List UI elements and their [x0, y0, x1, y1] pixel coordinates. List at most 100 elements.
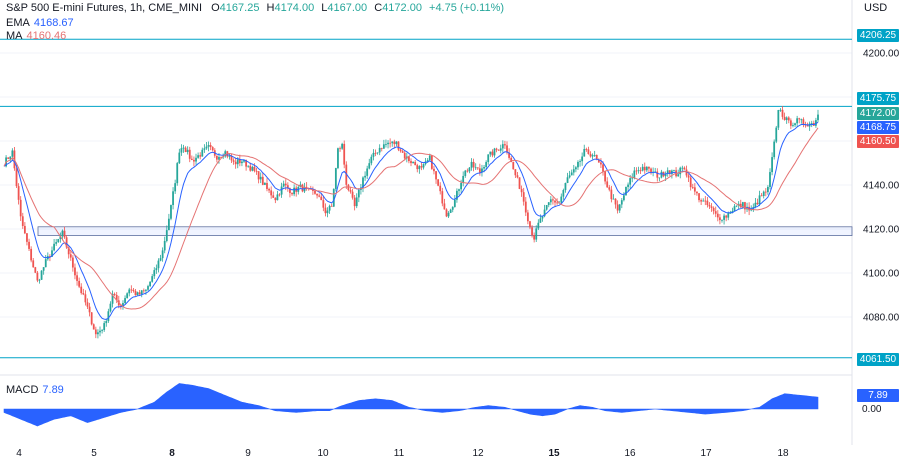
candle-body-109: [230, 155, 233, 161]
candle-body-190: [399, 149, 402, 152]
candle-body-383: [802, 119, 805, 125]
candle-body-210: [441, 191, 444, 204]
candle-body-325: [681, 167, 684, 169]
candle-body-48: [103, 323, 106, 331]
candle-body-367: [769, 172, 771, 187]
candle-body-272: [570, 172, 573, 176]
candle-body-130: [274, 197, 277, 201]
candle-body-90: [190, 158, 193, 160]
candle-body-99: [209, 145, 212, 148]
candle-body-317: [664, 173, 667, 177]
candle-body-122: [257, 171, 260, 180]
candle-body-344: [721, 219, 723, 221]
time-tick-2: 8: [169, 448, 175, 459]
candle-body-261: [547, 202, 550, 206]
candle-body-282: [591, 155, 594, 157]
ema-legend[interactable]: EMA 4168.67: [6, 17, 74, 30]
candle-body-246: [516, 175, 519, 178]
candle-body-34: [74, 267, 76, 276]
candle-body-164: [345, 164, 348, 185]
candle-body-204: [428, 155, 431, 161]
candle-body-291: [610, 189, 613, 200]
candle-body-25: [55, 242, 58, 244]
candle-body-250: [524, 201, 527, 213]
ma-value: 4160.46: [26, 30, 67, 42]
candle-body-29: [63, 230, 66, 238]
candle-body-195: [410, 161, 412, 164]
candle-body-257: [539, 218, 542, 223]
candle-body-387: [810, 123, 813, 124]
candle-body-118: [249, 165, 252, 171]
candle-body-7: [17, 186, 20, 200]
candle-body-267: [560, 196, 563, 203]
candle-body-44: [94, 329, 97, 335]
candle-body-264: [554, 200, 556, 203]
candle-body-269: [564, 182, 567, 191]
candle-body-234: [491, 151, 494, 156]
candle-body-212: [445, 209, 448, 217]
candle-body-136: [286, 185, 289, 189]
candle-body-56: [119, 305, 122, 307]
candle-body-81: [172, 191, 174, 206]
candle-body-342: [716, 213, 719, 218]
candle-body-298: [625, 186, 627, 196]
candle-body-213: [447, 212, 450, 217]
candle-body-45: [97, 332, 99, 335]
candle-body-63: [134, 290, 137, 296]
candle-body-160: [337, 148, 339, 169]
candle-body-18: [40, 270, 43, 280]
candle-body-69: [147, 286, 149, 290]
candle-body-361: [756, 202, 759, 205]
candle-body-319: [668, 170, 671, 174]
candle-body-295: [618, 204, 621, 211]
tag-level-high: 4206.25: [857, 29, 899, 42]
candle-body-53: [113, 293, 116, 295]
candle-body-378: [792, 125, 794, 126]
candle-body-93: [197, 155, 200, 158]
low-value: 4167.00: [327, 2, 368, 14]
candle-body-132: [278, 194, 281, 196]
candle-body-285: [597, 159, 600, 163]
candle-body-183: [385, 144, 387, 145]
candle-body-299: [627, 184, 629, 187]
candle-body-243: [510, 157, 513, 163]
price-tick-4: 4120.00: [863, 225, 900, 236]
open-value: 4167.25: [219, 2, 260, 14]
close-label: C: [374, 2, 383, 14]
candle-body-270: [566, 177, 569, 183]
candle-body-27: [59, 236, 62, 240]
macd-legend[interactable]: MACD 7.89: [6, 384, 64, 397]
candle-body-200: [420, 166, 423, 168]
candle-body-223: [468, 167, 471, 172]
low-label: L: [321, 2, 328, 14]
candle-body-181: [380, 147, 383, 149]
candle-body-207: [435, 171, 437, 180]
candle-body-40: [86, 302, 89, 307]
candle-body-49: [105, 321, 108, 324]
candle-body-315: [660, 171, 663, 178]
candle-body-308: [645, 166, 648, 171]
candle-body-149: [314, 190, 316, 194]
candle-body-145: [305, 186, 308, 189]
candle-body-337: [706, 200, 709, 206]
candle-body-235: [493, 148, 496, 156]
candle-body-174: [366, 168, 369, 176]
candle-body-220: [462, 175, 465, 184]
candle-body-127: [268, 188, 270, 191]
candle-body-331: [693, 187, 696, 192]
candle-body-155: [326, 210, 329, 214]
candle-body-82: [174, 183, 177, 192]
candle-body-9: [21, 216, 24, 226]
candle-body-218: [458, 189, 460, 191]
macd-pane: [3, 383, 819, 427]
candle-body-390: [817, 114, 819, 121]
time-tick-5: 11: [394, 448, 405, 459]
ma-line: [3, 127, 819, 310]
ma-legend[interactable]: MA 4160.46: [6, 30, 66, 43]
candle-body-137: [289, 188, 291, 194]
candle-body-6: [15, 168, 18, 187]
candle-body-41: [88, 306, 91, 313]
candle-body-260: [545, 205, 548, 210]
candle-body-333: [698, 193, 700, 201]
